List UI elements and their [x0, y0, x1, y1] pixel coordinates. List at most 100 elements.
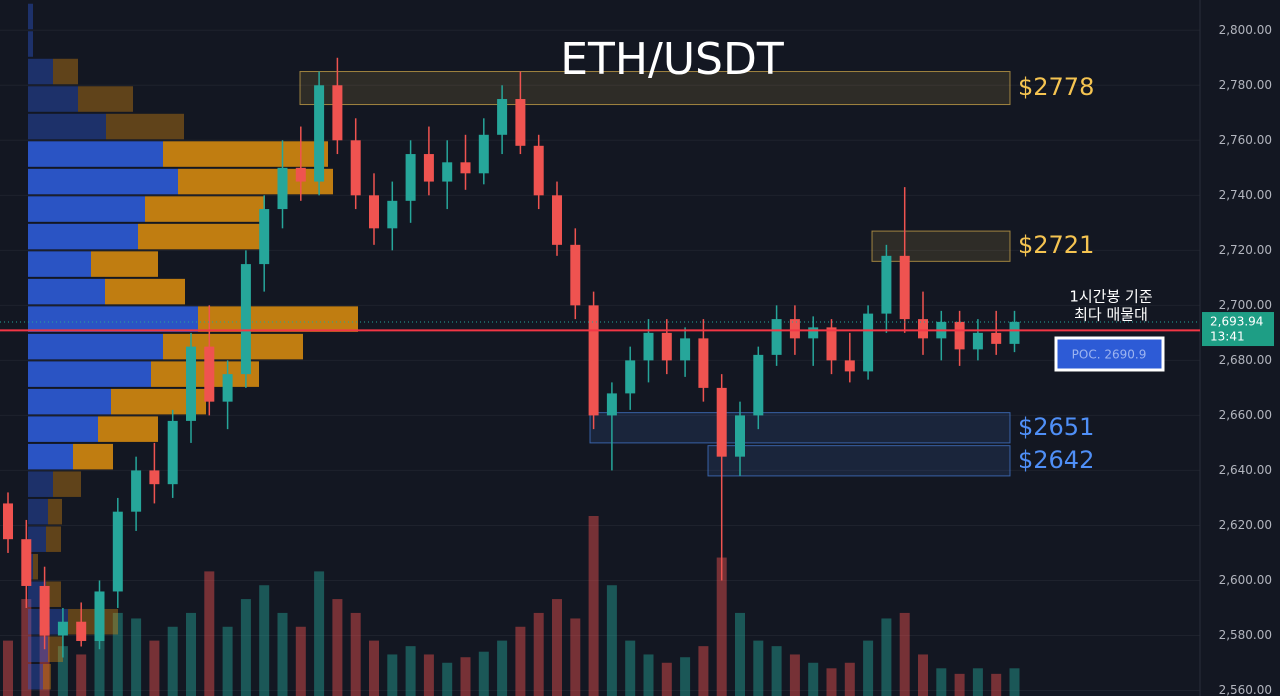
- candle-body: [497, 99, 508, 135]
- volume-bar: [643, 654, 654, 696]
- volume-bar: [240, 599, 251, 696]
- volume-bar: [680, 657, 691, 696]
- profile-sell: [73, 443, 113, 470]
- y-tick-label: 2,620.00: [1219, 518, 1272, 532]
- candle-body: [259, 209, 270, 265]
- profile-sell: [48, 498, 62, 525]
- volume-bar: [295, 626, 306, 696]
- volume-bar: [753, 640, 764, 696]
- candle-body: [204, 346, 215, 402]
- profile-sell: [48, 636, 63, 662]
- y-tick-label: 2,680.00: [1219, 353, 1272, 367]
- y-tick-label: 2,640.00: [1219, 463, 1272, 477]
- profile-buy: [28, 333, 163, 360]
- profile-sell: [53, 58, 78, 85]
- candle-body: [94, 591, 105, 641]
- candle-body: [314, 85, 325, 182]
- candle-body: [991, 332, 1002, 344]
- profile-buy: [28, 196, 145, 222]
- volume-bar: [112, 612, 123, 696]
- candle-body: [771, 319, 782, 355]
- last-price-box: [1202, 312, 1274, 347]
- candle-body: [405, 154, 416, 201]
- profile-sell: [91, 251, 158, 277]
- zone-label: $2778: [1018, 73, 1094, 101]
- volume-bar: [533, 612, 544, 696]
- volume-bar: [204, 571, 215, 696]
- profile-sell: [43, 663, 51, 690]
- volume-bar: [149, 640, 160, 696]
- candle-body: [76, 621, 87, 641]
- profile-buy: [28, 306, 198, 332]
- zone-label: $2721: [1018, 231, 1094, 259]
- zone-box: [871, 230, 1011, 262]
- volume-bar: [259, 585, 270, 696]
- profile-sell: [105, 278, 185, 305]
- profile-sell: [145, 196, 265, 222]
- volume-bar: [1009, 668, 1020, 696]
- profile-buy: [28, 141, 163, 167]
- profile-buy: [28, 388, 111, 415]
- profile-buy: [28, 168, 178, 195]
- profile-sell: [98, 416, 158, 442]
- profile-sell: [46, 581, 61, 607]
- candle-body: [3, 503, 13, 540]
- candle-body: [570, 244, 581, 306]
- profile-buy: [28, 223, 138, 250]
- candle-body: [789, 319, 800, 339]
- profile-buy: [28, 443, 73, 470]
- volume-bar: [936, 668, 947, 696]
- volume-bar: [552, 599, 562, 696]
- y-tick-label: 2,580.00: [1219, 628, 1272, 642]
- candle-body: [863, 313, 874, 372]
- volume-bar: [716, 557, 727, 696]
- candle-body: [442, 162, 453, 182]
- zone-box: [707, 445, 1011, 477]
- profile-sell: [163, 141, 328, 167]
- candle-body: [332, 85, 343, 141]
- candle-body: [1009, 321, 1020, 344]
- volume-bar: [369, 640, 379, 696]
- volume-bar: [771, 646, 782, 696]
- volume-bar: [588, 516, 599, 696]
- volume-bar: [899, 612, 910, 696]
- candle-body: [753, 354, 764, 416]
- volume-bar: [826, 668, 837, 696]
- candle-body: [680, 338, 691, 361]
- volume-bar: [661, 662, 672, 696]
- volume-bar: [954, 673, 965, 696]
- profile-buy: [28, 58, 53, 85]
- candle-body: [552, 195, 562, 245]
- chart-title: ETH/USDT: [560, 34, 784, 85]
- candle-body: [808, 327, 819, 339]
- candle-body: [149, 470, 160, 485]
- volume-bar: [478, 651, 489, 696]
- candle-body: [112, 511, 123, 592]
- candle-body: [39, 585, 50, 636]
- volume-bar: [332, 599, 343, 696]
- candle-body: [460, 162, 471, 174]
- candle-body: [21, 539, 32, 586]
- y-tick-label: 2,780.00: [1219, 78, 1272, 92]
- y-tick-label: 2,720.00: [1219, 243, 1272, 257]
- volume-bar: [972, 668, 983, 696]
- volume-bar: [76, 654, 87, 696]
- candle-body: [350, 140, 361, 196]
- profile-buy: [28, 663, 43, 690]
- profile-sell: [33, 553, 38, 580]
- profile-buy: [28, 31, 33, 57]
- candle-body: [606, 393, 617, 416]
- volume-bar: [405, 646, 416, 696]
- volume-bar: [698, 646, 709, 696]
- profile-sell: [163, 333, 303, 360]
- y-tick-label: 2,800.00: [1219, 23, 1272, 37]
- countdown-label: 13:41: [1210, 330, 1245, 344]
- profile-buy: [28, 526, 46, 552]
- volume-bar: [460, 657, 471, 696]
- candle-body: [881, 255, 892, 314]
- profile-buy: [28, 3, 33, 30]
- candle-body: [844, 360, 855, 372]
- volume-bar: [39, 626, 50, 696]
- candle-body: [899, 255, 910, 320]
- last-price-label: 2,693.94: [1210, 315, 1263, 329]
